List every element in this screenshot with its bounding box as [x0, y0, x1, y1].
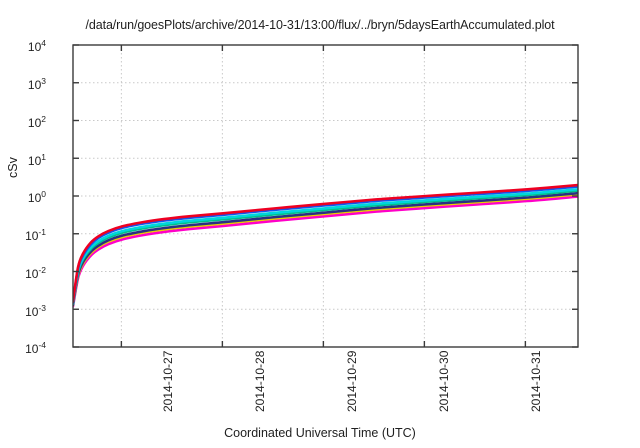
x-tick-label: 2014-10-31	[529, 350, 543, 412]
y-tick-exponent: 3	[41, 76, 46, 86]
y-tick-label: 10-1	[0, 227, 46, 243]
x-tick-label: 2014-10-29	[345, 350, 359, 412]
y-tick-exponent: 0	[41, 189, 46, 199]
gridlines	[73, 45, 578, 347]
plot-frame	[72, 44, 579, 348]
x-tick-label: 2014-10-27	[161, 350, 175, 412]
y-tick-label: 10-2	[0, 265, 46, 281]
y-tick-exponent: 4	[41, 38, 46, 48]
y-tick-label: 100	[0, 189, 46, 205]
y-tick-mantissa: 10	[27, 78, 42, 92]
y-tick-label: 103	[0, 76, 46, 92]
x-axis-label: Coordinated Universal Time (UTC)	[224, 426, 416, 440]
y-tick-label: 101	[0, 152, 46, 168]
y-tick-label: 10-4	[0, 340, 46, 356]
x-tick-label: 2014-10-28	[253, 350, 267, 412]
y-tick-mantissa: 10	[27, 40, 42, 54]
y-tick-mantissa: 10	[25, 229, 39, 243]
y-tick-mantissa: 10	[27, 154, 42, 168]
y-tick-mantissa: 10	[25, 305, 39, 319]
x-tick-label: 2014-10-30	[437, 350, 451, 412]
y-tick-exponent: -3	[38, 303, 46, 313]
plot-title: /data/run/goesPlots/archive/2014-10-31/1…	[85, 18, 555, 32]
y-tick-exponent: -1	[38, 227, 46, 237]
y-tick-mantissa: 10	[25, 267, 39, 281]
y-tick-label: 104	[0, 38, 46, 54]
y-tick-mantissa: 10	[27, 191, 42, 205]
data-curves	[73, 183, 578, 308]
y-tick-exponent: 2	[41, 114, 46, 124]
y-tick-label: 102	[0, 114, 46, 130]
y-tick-exponent: -4	[38, 340, 46, 350]
y-tick-mantissa: 10	[25, 342, 39, 356]
y-tick-exponent: -2	[38, 265, 46, 275]
y-tick-label: 10-3	[0, 303, 46, 319]
y-tick-mantissa: 10	[27, 116, 42, 130]
y-tick-exponent: 1	[41, 152, 46, 162]
